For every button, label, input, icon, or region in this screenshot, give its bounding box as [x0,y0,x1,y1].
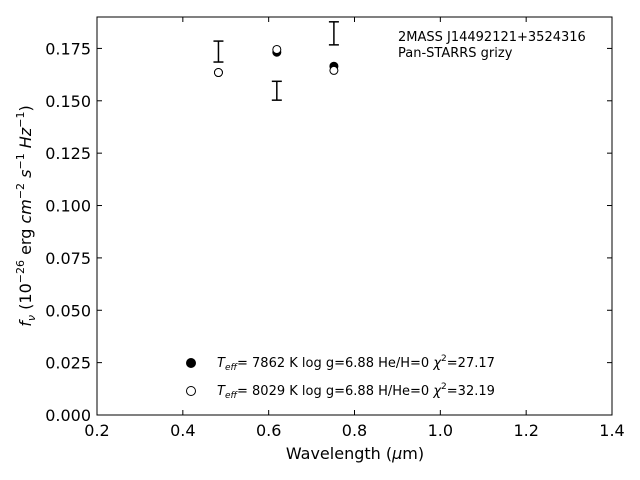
x-axis-label: Wavelength (μm) [286,444,424,463]
axis-ticks: 0.2 0.4 0.6 0.8 1.0 1.2 1.4 0.000 0.025 0.050 0.07… [45,17,625,440]
error-bar [271,80,282,101]
x-tick-label: 0.6 [256,421,281,440]
x-tick-label: 1.4 [599,421,624,440]
x-tick-label: 0.2 [84,421,109,440]
y-tick-label: 0.175 [45,39,91,58]
x-tick-label: 0.8 [342,421,367,440]
annotation-line-2: Pan-STARRS grizy [398,46,513,61]
x-tick-label: 0.4 [170,421,195,440]
error-bar [213,40,224,63]
annotation-line-1: 2MASS J14492121+3524316 [398,30,586,45]
model-point-open [329,65,339,75]
x-tick-label: 1.2 [513,421,538,440]
legend-entry-2: Teff= 8029 K log g=6.88 H/He=0 χ2=32.19 [217,382,495,401]
y-tick-label: 0.050 [45,301,91,320]
error-bar [328,21,339,46]
y-tick-label: 0.125 [45,144,91,163]
legend-marker-filled [186,358,196,368]
y-tick-label: 0.100 [45,197,91,216]
legend: Teff= 7862 K log g=6.88 He/H=0 χ2=27.17 … [186,354,495,401]
data-marks [213,21,339,101]
y-tick-label: 0.075 [45,249,91,268]
model-point-open [272,44,282,54]
legend-entry-1: Teff= 7862 K log g=6.88 He/H=0 χ2=27.17 [217,354,495,373]
model-point-open [213,68,223,78]
y-tick-label: 0.025 [45,354,91,373]
x-tick-label: 1.0 [428,421,453,440]
y-tick-label: 0.000 [45,406,91,425]
legend-marker-open [186,386,196,396]
y-axis-label: fν (10−26 erg cm−2 s−1 Hz−1) [14,105,38,326]
y-tick-label: 0.150 [45,92,91,111]
